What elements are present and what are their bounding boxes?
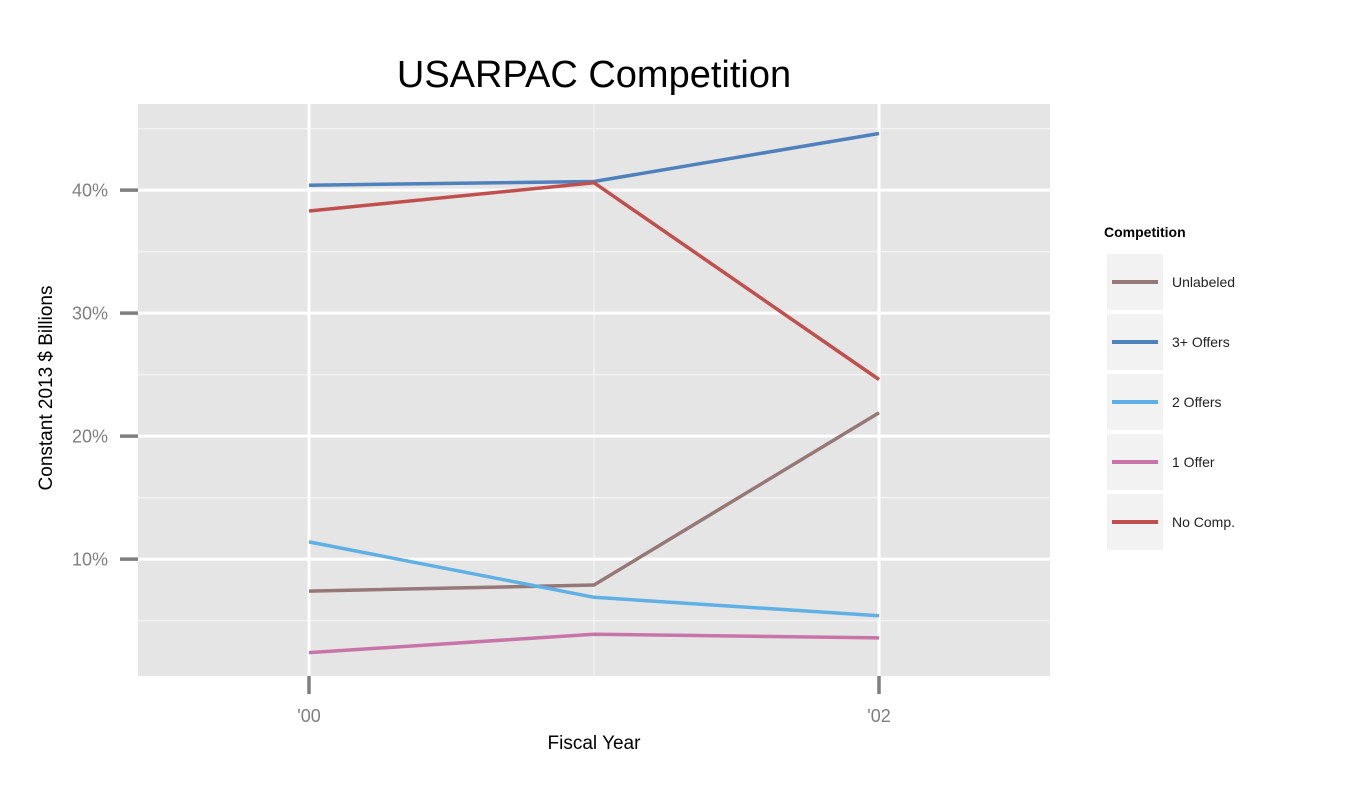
y-tick-label: 30% (72, 304, 108, 324)
x-tick-label: '00 (297, 706, 320, 726)
legend-label: No Comp. (1172, 514, 1236, 530)
legend-label: 2 Offers (1172, 394, 1222, 410)
legend-label: 3+ Offers (1172, 334, 1230, 350)
y-tick-label: 20% (72, 427, 108, 447)
y-axis-label: Constant 2013 $ Billions (36, 286, 57, 491)
legend-swatch (1112, 400, 1158, 404)
legend-key (1107, 434, 1163, 490)
legend-label: 1 Offer (1172, 454, 1215, 470)
legend-item: No Comp. (1104, 492, 1235, 552)
series-line (308, 180, 880, 381)
legend: Competition Unlabeled 3+ Offers 2 Offers 1 … (1104, 224, 1235, 552)
legend-swatch (1112, 520, 1158, 524)
series-line (308, 540, 880, 618)
y-tick-label: 40% (72, 181, 108, 201)
legend-label: Unlabeled (1172, 274, 1236, 290)
legend-swatch (1112, 280, 1158, 284)
minor-gridlines (138, 104, 1050, 676)
legend-key (1107, 374, 1163, 430)
x-axis: '00 '02 (297, 676, 891, 726)
legend-item: 3+ Offers (1104, 312, 1235, 372)
y-axis: 10% 20% 30% 40% (72, 181, 138, 570)
series-line (308, 632, 880, 655)
x-axis-label: Fiscal Year (548, 733, 642, 754)
legend-title: Competition (1104, 224, 1186, 240)
legend-swatch (1112, 340, 1158, 344)
series-lines (308, 131, 880, 655)
legend-item: Unlabeled (1104, 252, 1235, 312)
series-line (308, 411, 880, 593)
y-tick-label: 10% (72, 550, 108, 570)
legend-key (1107, 494, 1163, 550)
x-tick-label: '02 (867, 706, 890, 726)
legend-key (1107, 254, 1163, 310)
legend-items: Unlabeled 3+ Offers 2 Offers 1 Offer No Comp… (1104, 252, 1235, 552)
major-gridlines (138, 104, 1050, 676)
legend-item: 1 Offer (1104, 432, 1235, 492)
chart-title: USARPAC Competition (396, 54, 792, 96)
legend-swatch (1112, 460, 1158, 464)
legend-item: 2 Offers (1104, 372, 1235, 432)
legend-key (1107, 314, 1163, 370)
